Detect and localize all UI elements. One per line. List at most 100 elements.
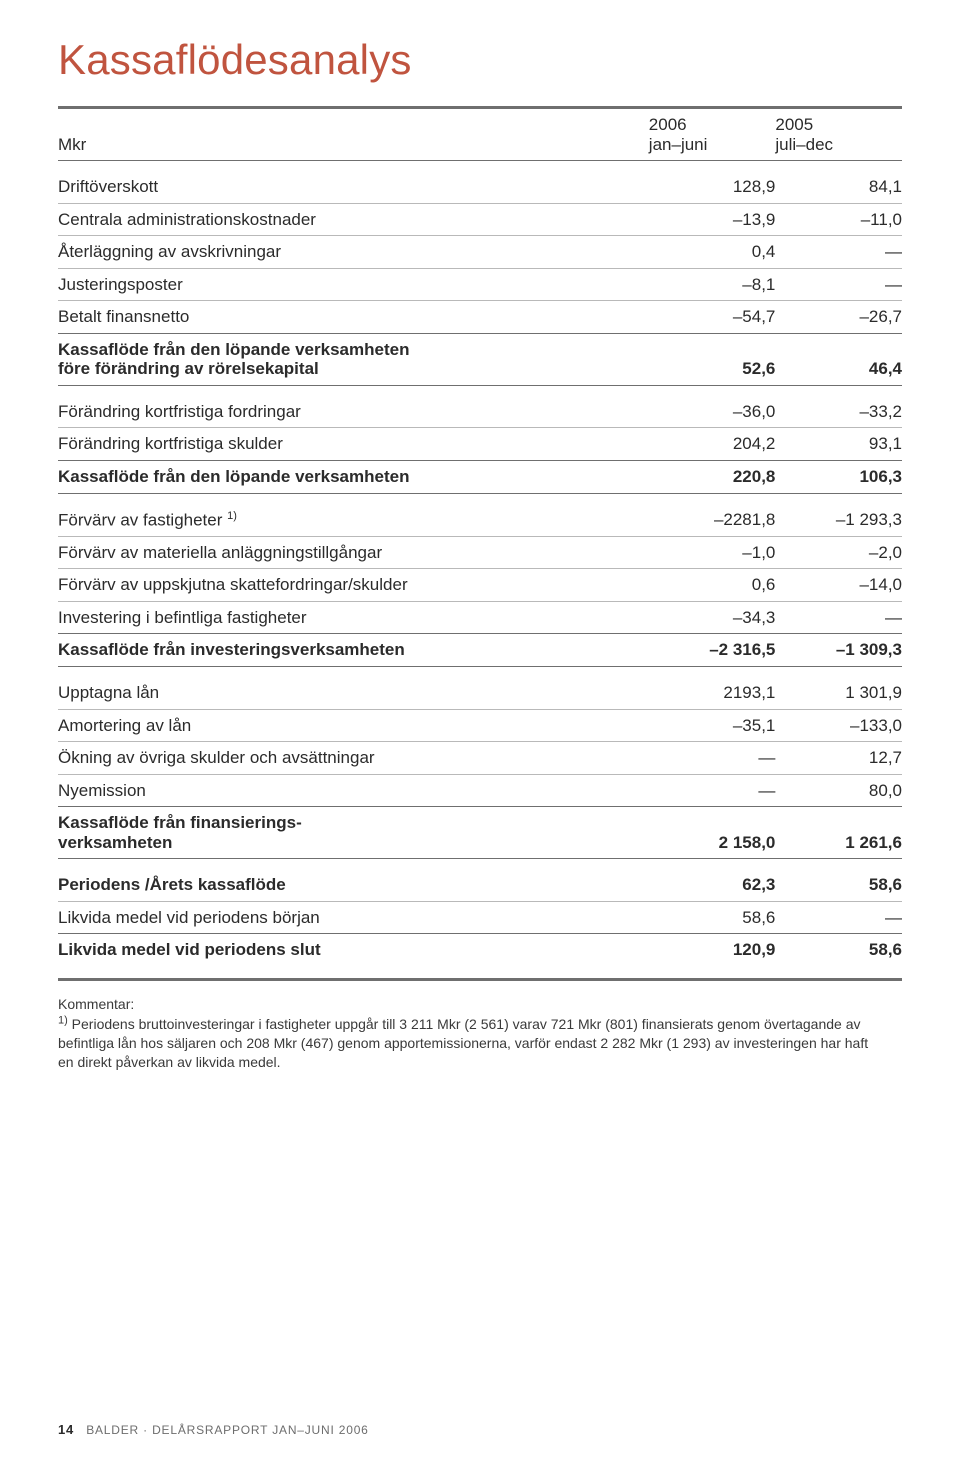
row-value-1: — xyxy=(649,742,776,775)
row-value-2: 93,1 xyxy=(775,428,902,461)
subtotal-value-2: 46,4 xyxy=(775,333,902,385)
page-number: 14 xyxy=(58,1422,74,1437)
table-row: Återläggning av avskrivningar0,4— xyxy=(58,236,902,269)
total-row: Likvida medel vid periodens slut120,958,… xyxy=(58,934,902,966)
row-value-1: –54,7 xyxy=(649,301,776,334)
row-label: Likvida medel vid periodens början xyxy=(58,901,649,934)
row-value-2: –26,7 xyxy=(775,301,902,334)
row-label: Förvärv av fastigheter 1) xyxy=(58,504,649,537)
footnote-text: Periodens bruttoinvesteringar i fastighe… xyxy=(58,1016,868,1070)
row-value-1: 128,9 xyxy=(649,171,776,203)
header-col2: 2005juli–dec xyxy=(775,108,902,161)
cashflow-table: Mkr2006jan–juni2005juli–dec Driftöverskot… xyxy=(58,106,902,981)
subtotal-label: Kassaflöde från den löpande verksamheten xyxy=(58,461,649,494)
row-value-1: 204,2 xyxy=(649,428,776,461)
row-value-2: –133,0 xyxy=(775,709,902,742)
footnote-marker: 1) xyxy=(58,1015,68,1027)
total-value-1: 120,9 xyxy=(649,934,776,966)
subtotal-row: Kassaflöde från den löpande verksamheten… xyxy=(58,461,902,494)
row-value-2: 80,0 xyxy=(775,774,902,807)
subtotal-value-2: –1 309,3 xyxy=(775,634,902,667)
row-value-1: 62,3 xyxy=(649,869,776,901)
row-value-2: 12,7 xyxy=(775,742,902,775)
subtotal-label: Kassaflöde från finansierings- verksamhe… xyxy=(58,807,649,859)
row-value-1: –2281,8 xyxy=(649,504,776,537)
row-value-1: 0,4 xyxy=(649,236,776,269)
header-col1: 2006jan–juni xyxy=(649,108,776,161)
row-value-2: — xyxy=(775,601,902,634)
row-label: Förvärv av uppskjutna skattefordringar/s… xyxy=(58,569,649,602)
row-value-1: –8,1 xyxy=(649,268,776,301)
row-label: Förvärv av materiella anläggningstillgån… xyxy=(58,536,649,569)
subtotal-row: Kassaflöde från finansierings- verksamhe… xyxy=(58,807,902,859)
row-label: Förändring kortfristiga skulder xyxy=(58,428,649,461)
row-label: Investering i befintliga fastigheter xyxy=(58,601,649,634)
total-value-2: 58,6 xyxy=(775,934,902,966)
row-label: Driftöverskott xyxy=(58,171,649,203)
row-value-2: — xyxy=(775,901,902,934)
subtotal-row: Kassaflöde från investeringsverksamheten… xyxy=(58,634,902,667)
page-footer: 14 BALDER · DELÅRSRAPPORT JAN–JUNI 2006 xyxy=(58,1422,369,1437)
row-value-2: –33,2 xyxy=(775,396,902,428)
row-value-2: 1 301,9 xyxy=(775,677,902,709)
row-label: Ökning av övriga skulder och avsättninga… xyxy=(58,742,649,775)
table-row: Justeringsposter–8,1— xyxy=(58,268,902,301)
footnote: Kommentar: 1) Periodens bruttoinvesterin… xyxy=(58,995,878,1072)
subtotal-row: Kassaflöde från den löpande verksamheten… xyxy=(58,333,902,385)
table-row: Betalt finansnetto–54,7–26,7 xyxy=(58,301,902,334)
row-value-2: — xyxy=(775,268,902,301)
total-label: Likvida medel vid periodens slut xyxy=(58,934,649,966)
row-value-2: –1 293,3 xyxy=(775,504,902,537)
row-value-1: 2193,1 xyxy=(649,677,776,709)
table-row: Nyemission—80,0 xyxy=(58,774,902,807)
row-value-1: 0,6 xyxy=(649,569,776,602)
row-label: Nyemission xyxy=(58,774,649,807)
table-row: Förändring kortfristiga skulder204,293,1 xyxy=(58,428,902,461)
footnote-body: 1) Periodens bruttoinvesteringar i fasti… xyxy=(58,1016,868,1070)
footer-text: BALDER · DELÅRSRAPPORT JAN–JUNI 2006 xyxy=(86,1423,368,1437)
row-value-2: –11,0 xyxy=(775,203,902,236)
row-label: Centrala administrationskostnader xyxy=(58,203,649,236)
row-label: Periodens /Årets kassaflöde xyxy=(58,869,649,901)
row-value-1: –13,9 xyxy=(649,203,776,236)
footnote-heading: Kommentar: xyxy=(58,995,878,1014)
row-label: Förändring kortfristiga fordringar xyxy=(58,396,649,428)
row-value-2: 58,6 xyxy=(775,869,902,901)
row-value-2: — xyxy=(775,236,902,269)
subtotal-label: Kassaflöde från investeringsverksamheten xyxy=(58,634,649,667)
table-row: Driftöverskott128,984,1 xyxy=(58,171,902,203)
row-value-1: –34,3 xyxy=(649,601,776,634)
table-row: Centrala administrationskostnader–13,9–1… xyxy=(58,203,902,236)
row-label: Återläggning av avskrivningar xyxy=(58,236,649,269)
table-row: Förvärv av uppskjutna skattefordringar/s… xyxy=(58,569,902,602)
table-row: Likvida medel vid periodens början58,6— xyxy=(58,901,902,934)
row-value-1: — xyxy=(649,774,776,807)
row-label: Amortering av lån xyxy=(58,709,649,742)
subtotal-value-1: –2 316,5 xyxy=(649,634,776,667)
page-title: Kassaflödesanalys xyxy=(58,36,902,84)
row-value-2: –2,0 xyxy=(775,536,902,569)
page: Kassaflödesanalys Mkr2006jan–juni2005jul… xyxy=(0,0,960,1463)
subtotal-value-1: 2 158,0 xyxy=(649,807,776,859)
header-unit: Mkr xyxy=(58,108,649,161)
row-value-2: –14,0 xyxy=(775,569,902,602)
row-label: Justeringsposter xyxy=(58,268,649,301)
row-value-1: 58,6 xyxy=(649,901,776,934)
table-row: Investering i befintliga fastigheter–34,… xyxy=(58,601,902,634)
table-row: Förvärv av fastigheter 1)–2281,8–1 293,3 xyxy=(58,504,902,537)
subtotal-value-2: 106,3 xyxy=(775,461,902,494)
subtotal-value-1: 52,6 xyxy=(649,333,776,385)
subtotal-label: Kassaflöde från den löpande verksamheten… xyxy=(58,333,649,385)
row-value-1: –35,1 xyxy=(649,709,776,742)
table-row: Amortering av lån–35,1–133,0 xyxy=(58,709,902,742)
row-label: Upptagna lån xyxy=(58,677,649,709)
row-value-1: –1,0 xyxy=(649,536,776,569)
table-row: Förändring kortfristiga fordringar–36,0–… xyxy=(58,396,902,428)
subtotal-value-2: 1 261,6 xyxy=(775,807,902,859)
subtotal-value-1: 220,8 xyxy=(649,461,776,494)
table-row: Ökning av övriga skulder och avsättninga… xyxy=(58,742,902,775)
row-value-2: 84,1 xyxy=(775,171,902,203)
table-row: Upptagna lån2193,11 301,9 xyxy=(58,677,902,709)
table-row: Periodens /Årets kassaflöde62,358,6 xyxy=(58,869,902,901)
row-value-1: –36,0 xyxy=(649,396,776,428)
